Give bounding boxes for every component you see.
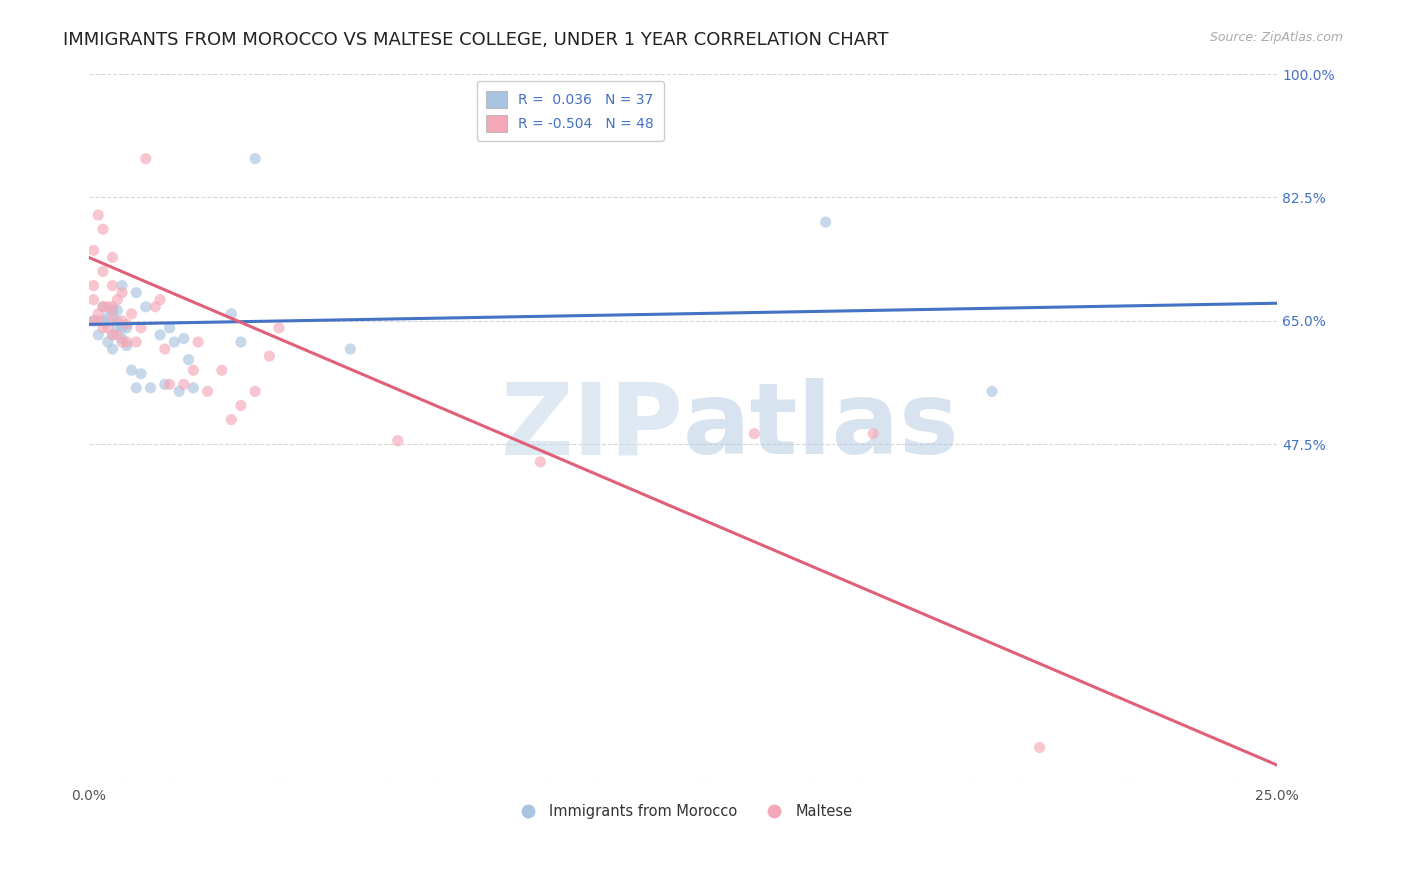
Point — [115, 334, 138, 349]
Point — [211, 363, 233, 377]
Point — [105, 293, 128, 307]
Point — [862, 426, 884, 441]
Point — [529, 455, 551, 469]
Point — [101, 328, 124, 343]
Point — [163, 334, 186, 349]
Point — [101, 300, 124, 314]
Point — [87, 307, 110, 321]
Point — [183, 381, 205, 395]
Point — [101, 310, 124, 325]
Point — [339, 342, 361, 356]
Point — [91, 314, 114, 328]
Point — [135, 300, 157, 314]
Point — [173, 331, 195, 345]
Point — [111, 331, 134, 345]
Text: ZIP: ZIP — [501, 378, 683, 475]
Point — [82, 278, 104, 293]
Point — [91, 264, 114, 278]
Point — [121, 307, 143, 321]
Point — [115, 321, 138, 335]
Point — [143, 300, 166, 314]
Point — [97, 300, 120, 314]
Point — [243, 384, 266, 399]
Point — [159, 377, 181, 392]
Point — [121, 363, 143, 377]
Point — [153, 377, 176, 392]
Point — [221, 412, 243, 426]
Point — [111, 314, 134, 328]
Legend: Immigrants from Morocco, Maltese: Immigrants from Morocco, Maltese — [508, 798, 859, 825]
Point — [101, 278, 124, 293]
Point — [187, 334, 209, 349]
Point — [82, 293, 104, 307]
Point — [159, 321, 181, 335]
Point — [97, 310, 120, 325]
Text: atlas: atlas — [683, 378, 960, 475]
Point — [111, 334, 134, 349]
Point — [82, 314, 104, 328]
Point — [387, 434, 409, 448]
Point — [149, 328, 172, 343]
Point — [125, 381, 148, 395]
Point — [125, 285, 148, 300]
Point — [91, 300, 114, 314]
Point — [111, 321, 134, 335]
Point — [101, 328, 124, 343]
Point — [267, 321, 290, 335]
Point — [101, 251, 124, 265]
Point — [125, 334, 148, 349]
Point — [129, 367, 152, 381]
Point — [82, 244, 104, 258]
Point — [177, 352, 200, 367]
Point — [173, 377, 195, 392]
Point — [981, 384, 1004, 399]
Point — [229, 399, 252, 413]
Point — [101, 303, 124, 318]
Point — [87, 328, 110, 343]
Point — [115, 338, 138, 352]
Point — [91, 300, 114, 314]
Point — [742, 426, 765, 441]
Point — [111, 285, 134, 300]
Text: IMMIGRANTS FROM MOROCCO VS MALTESE COLLEGE, UNDER 1 YEAR CORRELATION CHART: IMMIGRANTS FROM MOROCCO VS MALTESE COLLE… — [63, 31, 889, 49]
Point — [221, 307, 243, 321]
Point — [97, 334, 120, 349]
Point — [105, 328, 128, 343]
Point — [149, 293, 172, 307]
Point — [91, 321, 114, 335]
Point — [87, 208, 110, 222]
Point — [111, 278, 134, 293]
Point — [115, 318, 138, 332]
Point — [139, 381, 162, 395]
Point — [153, 342, 176, 356]
Point — [129, 321, 152, 335]
Text: Source: ZipAtlas.com: Source: ZipAtlas.com — [1209, 31, 1343, 45]
Point — [105, 314, 128, 328]
Point — [1028, 740, 1050, 755]
Point — [814, 215, 837, 229]
Point — [101, 342, 124, 356]
Point — [167, 384, 190, 399]
Point — [91, 222, 114, 236]
Point — [243, 152, 266, 166]
Point — [229, 334, 252, 349]
Point — [105, 321, 128, 335]
Point — [82, 314, 104, 328]
Point — [135, 152, 157, 166]
Point — [105, 303, 128, 318]
Point — [197, 384, 219, 399]
Point — [87, 314, 110, 328]
Point — [259, 349, 281, 363]
Point — [183, 363, 205, 377]
Point — [97, 321, 120, 335]
